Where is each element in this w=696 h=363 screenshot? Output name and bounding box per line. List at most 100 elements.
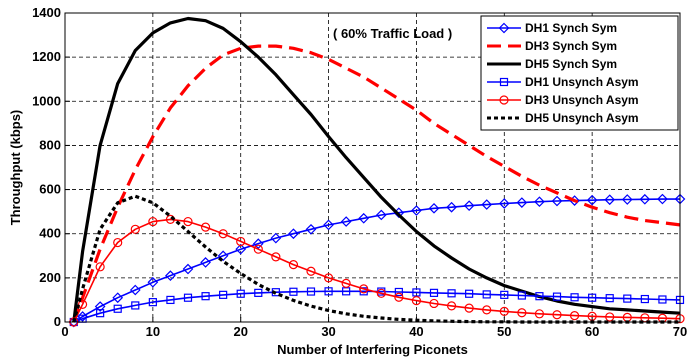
data-point-marker: [570, 293, 579, 302]
data-point-marker: [621, 194, 633, 205]
data-point-marker: [96, 309, 105, 318]
data-point-marker: [463, 200, 475, 212]
legend-item: DH3 Synch Sym: [487, 39, 617, 53]
plot-frame: [64, 12, 681, 323]
legend-marker: [498, 22, 510, 34]
data-point-marker: [253, 244, 263, 254]
data-point-marker: [605, 294, 614, 303]
data-point-marker: [148, 216, 158, 227]
data-point-marker: [200, 257, 211, 268]
x-tick-label: 10: [146, 324, 160, 339]
legend-item: DH1 Unsynch Asym: [487, 75, 639, 89]
data-point-marker: [306, 287, 316, 296]
data-point-marker: [605, 312, 615, 322]
data-point-marker: [482, 305, 492, 315]
data-point-marker: [254, 288, 263, 297]
data-point-marker: [94, 301, 106, 312]
series-line: [73, 218, 681, 323]
x-tick-label: 50: [497, 324, 511, 339]
series-line: [73, 198, 680, 323]
data-point-marker: [499, 306, 509, 317]
data-point-marker: [252, 238, 264, 249]
y-tick-label: 400: [39, 226, 61, 241]
data-point-marker: [569, 310, 580, 321]
data-point-marker: [341, 278, 351, 288]
y-tick-label: 1000: [32, 93, 61, 108]
data-point-marker: [552, 310, 562, 320]
data-point-marker: [428, 202, 440, 214]
legend-item: DH5 Unsynch Asym: [487, 111, 639, 125]
data-point-marker: [516, 197, 528, 208]
series-2: [72, 16, 681, 323]
data-point-marker: [588, 293, 597, 302]
traffic-load-annotation: ( 60% Traffic Load ): [333, 26, 452, 41]
y-tick-label: 200: [39, 270, 61, 285]
data-point-marker: [394, 292, 404, 302]
data-point-marker: [148, 298, 157, 307]
data-point-marker: [183, 216, 193, 227]
data-point-marker: [217, 250, 229, 262]
x-tick-label: 70: [673, 324, 687, 339]
data-point-marker: [271, 252, 281, 262]
data-point-marker: [535, 292, 544, 301]
data-point-marker: [236, 236, 246, 247]
data-point-marker: [340, 216, 352, 227]
data-point-marker: [235, 243, 247, 255]
data-point-marker: [219, 290, 228, 299]
data-point-marker: [112, 292, 124, 304]
data-point-marker: [552, 292, 562, 301]
data-point-marker: [130, 224, 140, 234]
legend-marker: [499, 95, 509, 105]
data-point-marker: [201, 292, 210, 301]
data-point-marker: [394, 287, 403, 297]
data-point-marker: [586, 194, 598, 206]
data-point-marker: [657, 193, 668, 205]
y-tick-label: 0: [54, 314, 61, 329]
data-point-marker: [465, 289, 474, 298]
data-point-marker: [639, 193, 651, 205]
y-tick-label: 600: [39, 182, 61, 197]
data-point-marker: [358, 212, 370, 224]
legend-item: DH5 Synch Sym: [487, 57, 617, 71]
data-point-marker: [623, 294, 632, 303]
data-point-marker: [218, 229, 228, 239]
x-tick-label: 40: [409, 324, 423, 339]
data-point-marker: [129, 284, 141, 296]
x-tick-label: 20: [233, 324, 247, 339]
data-point-marker: [446, 201, 457, 213]
y-tick-label: 800: [39, 137, 61, 152]
legend-label: DH5 Unsynch Asym: [525, 111, 639, 125]
data-point-marker: [306, 266, 316, 276]
x-tick-label: 60: [585, 324, 599, 339]
tick-layer: 0 10 20 30 40 50 60 70 0 200 400 600 800 1000 1200 1400: [32, 5, 687, 339]
data-point-marker: [182, 263, 194, 275]
data-point-marker: [95, 262, 105, 272]
data-point-marker: [288, 260, 299, 270]
series-line: [72, 44, 681, 323]
data-point-marker: [411, 295, 422, 306]
data-point-marker: [429, 298, 439, 309]
data-point-marker: [412, 288, 421, 297]
data-point-marker: [147, 276, 159, 288]
data-point-marker: [534, 309, 545, 319]
data-point-marker: [200, 222, 211, 232]
data-point-marker: [604, 194, 616, 206]
legend-label: DH3 Unsynch Asym: [525, 93, 639, 107]
data-point-marker: [411, 205, 422, 216]
data-point-marker: [447, 289, 456, 298]
data-point-marker: [323, 219, 334, 231]
x-tick-label: 30: [321, 324, 335, 339]
data-point-marker: [236, 289, 245, 298]
data-point-marker: [534, 196, 545, 208]
legend-marker: [499, 77, 509, 87]
data-point-marker: [482, 290, 491, 299]
y-tick-label: 1200: [32, 49, 61, 64]
legend-box: [480, 15, 679, 131]
data-point-marker: [305, 223, 317, 235]
data-point-marker: [464, 303, 474, 313]
data-point-marker: [658, 295, 667, 304]
legend-label: DH5 Synch Sym: [525, 57, 617, 71]
data-point-marker: [498, 198, 510, 209]
